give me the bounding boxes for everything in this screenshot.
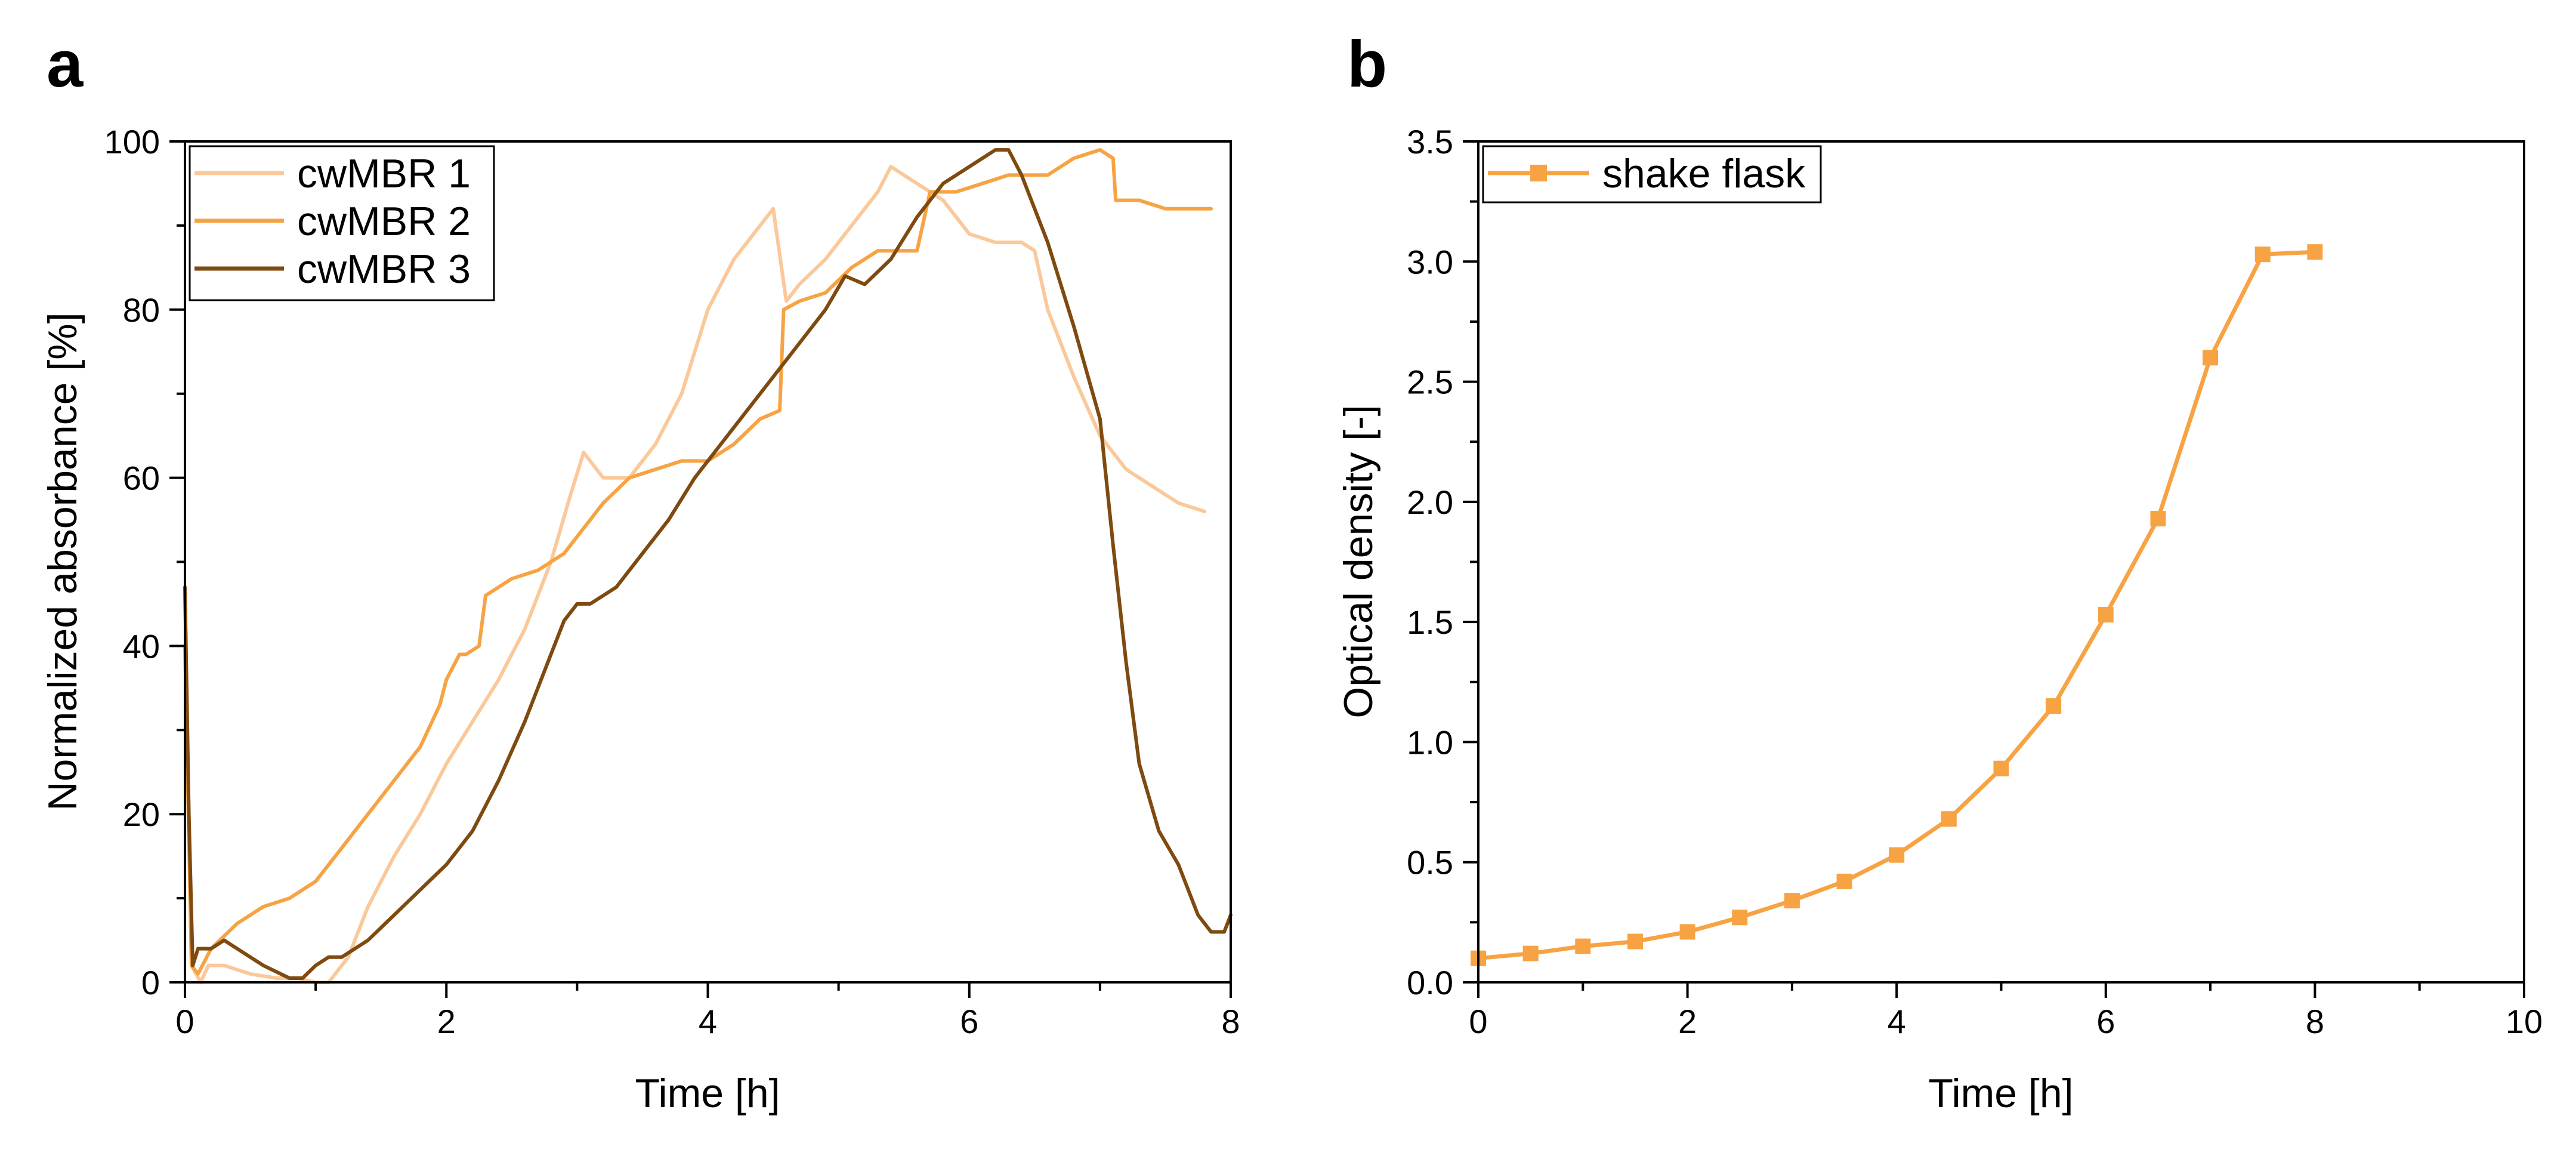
chart-b-y-tick-label: 1.0 [1407, 723, 1453, 761]
data-point-shake-flask [1993, 760, 2009, 776]
chart-b-x-tick-label: 0 [1469, 1003, 1487, 1040]
legend-label-cwmbr-2: cwMBR 2 [297, 199, 471, 244]
legend-marker-shake-flask [1530, 165, 1547, 181]
chart-b-x-tick-label: 2 [1678, 1003, 1697, 1040]
panel-letter-a: a [47, 27, 84, 101]
data-point-shake-flask [1784, 893, 1800, 909]
chart-a-y-tick-label: 60 [123, 460, 160, 497]
chart-a-y-tick-label: 40 [123, 627, 160, 665]
chart-b-y-tick-label: 0.0 [1407, 964, 1453, 1001]
chart-a-x-tick-label: 4 [699, 1003, 717, 1040]
chart-a-x-tick-label: 8 [1221, 1003, 1240, 1040]
data-point-shake-flask [2098, 607, 2114, 623]
chart-a-y-tick-label: 100 [104, 123, 160, 161]
data-point-shake-flask [2254, 246, 2271, 263]
chart-b-y-tick-label: 2.5 [1407, 363, 1453, 401]
data-point-shake-flask [2203, 350, 2219, 366]
series-line-cwmbr-2 [183, 148, 1213, 976]
chart-b-y-axis-label: Optical density [-] [1336, 405, 1381, 718]
chart-a-y-tick-label: 80 [123, 291, 160, 329]
legend-label-cwmbr-3: cwMBR 3 [297, 246, 471, 292]
chart-b-y-tick-label: 3.0 [1407, 243, 1453, 280]
chart-a-y-tick-label: 20 [123, 796, 160, 833]
chart-b-y-tick-label: 1.5 [1407, 603, 1453, 641]
chart-a-x-tick-label: 0 [175, 1003, 194, 1040]
chart-b: 0 2 4 6 8 10 0.0 0.5 1.0 1.5 2.0 2.5 3.0 3.5 Time [h]… [1336, 123, 2543, 1116]
data-point-shake-flask [1522, 945, 1539, 961]
chart-b-series-group [1471, 244, 2323, 966]
data-point-shake-flask [2150, 511, 2166, 527]
chart-b-y-tick-label: 0.5 [1407, 844, 1453, 881]
data-point-shake-flask [2046, 698, 2062, 714]
chart-a-x-tick-label: 6 [960, 1003, 978, 1040]
chart-b-x-tick-label: 4 [1888, 1003, 1906, 1040]
chart-a-x-tick-label: 2 [437, 1003, 456, 1040]
chart-a-y-axis-label: Normalized absorbance [%] [40, 312, 85, 810]
data-point-shake-flask [1679, 924, 1695, 940]
data-point-shake-flask [2307, 244, 2323, 260]
data-point-shake-flask [1732, 910, 1748, 926]
chart-b-legend: shake flask [1482, 145, 1822, 204]
data-point-shake-flask [1627, 933, 1643, 950]
chart-b-x-tick-label: 8 [2306, 1003, 2324, 1040]
legend-label-cwmbr-1: cwMBR 1 [297, 151, 471, 196]
chart-b-x-tick-label: 10 [2506, 1003, 2543, 1040]
panel-letter-b: b [1347, 27, 1387, 101]
chart-b-x-axis-label: Time [h] [1928, 1071, 2073, 1116]
data-point-shake-flask [1575, 938, 1591, 954]
chart-b-y-tick-label: 3.5 [1407, 123, 1453, 161]
data-point-shake-flask [1941, 811, 1957, 827]
chart-b-ticks: 0 2 4 6 8 10 0.0 0.5 1.0 1.5 2.0 2.5 3.0 3.5 [1407, 123, 2543, 1040]
legend-label-shake-flask: shake flask [1602, 151, 1806, 196]
chart-b-y-tick-label: 2.0 [1407, 483, 1453, 521]
chart-b-x-tick-label: 6 [2096, 1003, 2115, 1040]
chart-a-y-tick-label: 0 [141, 964, 160, 1001]
data-point-shake-flask [1889, 847, 1905, 863]
series-line-cwmbr-3 [183, 148, 1233, 980]
chart-b-frame [1477, 140, 2525, 984]
data-point-shake-flask [1836, 873, 1852, 889]
chart-a-x-axis-label: Time [h] [635, 1071, 780, 1116]
